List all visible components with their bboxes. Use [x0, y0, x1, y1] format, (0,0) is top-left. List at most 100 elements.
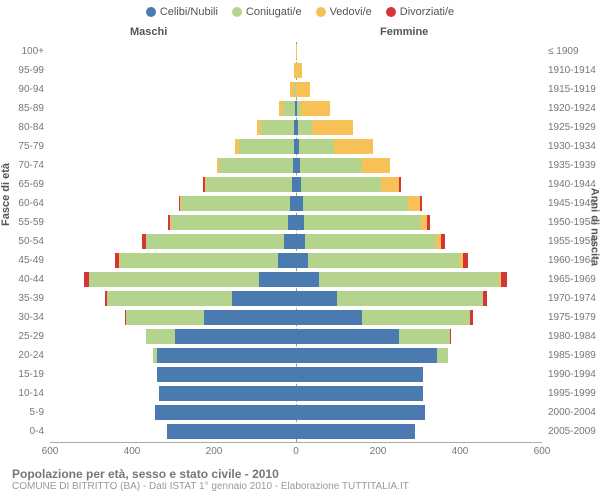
age-label: 80-84: [4, 122, 44, 133]
age-row: 0-42005-2009: [50, 422, 542, 441]
birth-year-label: 1995-1999: [548, 388, 600, 399]
age-label: 85-89: [4, 103, 44, 114]
bars-female: [296, 424, 542, 439]
bars-female: [296, 215, 542, 230]
age-label: 55-59: [4, 217, 44, 228]
bars-male: [50, 101, 296, 116]
age-row: 70-741935-1939: [50, 156, 542, 175]
bar-segment: [232, 291, 296, 306]
age-label: 35-39: [4, 293, 44, 304]
x-tick-label: 0: [293, 446, 299, 457]
age-label: 65-69: [4, 179, 44, 190]
age-label: 20-24: [4, 350, 44, 361]
age-row: 90-941915-1919: [50, 80, 542, 99]
bars-female: [296, 82, 542, 97]
bars-male: [50, 348, 296, 363]
bar-segment: [304, 215, 421, 230]
bar-segment: [175, 329, 296, 344]
bar-segment: [300, 158, 362, 173]
bar-segment: [296, 63, 302, 78]
bar-segment: [305, 234, 436, 249]
birth-year-label: 1970-1974: [548, 293, 600, 304]
bar-segment: [450, 329, 451, 344]
birth-year-label: 1925-1929: [548, 122, 600, 133]
age-row: 50-541955-1959: [50, 232, 542, 251]
x-tick-label: 600: [534, 446, 551, 457]
bars-female: [296, 405, 542, 420]
bar-segment: [408, 196, 420, 211]
legend-item: Coniugati/e: [232, 6, 302, 18]
bar-segment: [159, 386, 296, 401]
legend-swatch: [316, 7, 326, 17]
bars-male: [50, 367, 296, 382]
bar-segment: [399, 329, 450, 344]
age-row: 40-441965-1969: [50, 270, 542, 289]
bars-male: [50, 253, 296, 268]
bar-segment: [296, 291, 337, 306]
bars-male: [50, 177, 296, 192]
bars-male: [50, 215, 296, 230]
bar-segment: [296, 44, 297, 59]
bar-segment: [312, 120, 353, 135]
bar-segment: [362, 310, 471, 325]
bars-male: [50, 82, 296, 97]
birth-year-label: 1940-1944: [548, 179, 600, 190]
bar-segment: [362, 158, 391, 173]
bar-segment: [259, 272, 296, 287]
bars-male: [50, 424, 296, 439]
age-label: 25-29: [4, 331, 44, 342]
bar-segment: [420, 196, 422, 211]
bar-segment: [239, 139, 294, 154]
bar-segment: [284, 234, 296, 249]
bars-male: [50, 272, 296, 287]
bar-segment: [296, 348, 437, 363]
bars-male: [50, 120, 296, 135]
bars-male: [50, 310, 296, 325]
x-tick-label: 400: [124, 446, 141, 457]
legend-swatch: [146, 7, 156, 17]
bar-segment: [288, 215, 296, 230]
chart-subtitle: COMUNE DI BITRITTO (BA) - Dati ISTAT 1° …: [12, 481, 588, 492]
age-row: 45-491960-1964: [50, 251, 542, 270]
age-row: 10-141995-1999: [50, 384, 542, 403]
bar-segment: [89, 272, 259, 287]
age-label: 75-79: [4, 141, 44, 152]
bar-segment: [501, 272, 507, 287]
bar-segment: [337, 291, 483, 306]
bar-segment: [296, 329, 399, 344]
legend-swatch: [232, 7, 242, 17]
bar-segment: [296, 367, 423, 382]
legend-label: Celibi/Nubili: [160, 6, 218, 18]
bar-segment: [299, 139, 334, 154]
bars-male: [50, 44, 296, 59]
age-label: 50-54: [4, 236, 44, 247]
age-row: 55-591950-1954: [50, 213, 542, 232]
bar-segment: [157, 367, 296, 382]
bar-segment: [381, 177, 399, 192]
bars-female: [296, 272, 542, 287]
bar-segment: [296, 310, 362, 325]
bars-female: [296, 120, 542, 135]
age-row: 60-641945-1949: [50, 194, 542, 213]
x-axis-line: [50, 442, 542, 443]
x-tick-label: 600: [42, 446, 59, 457]
age-label: 45-49: [4, 255, 44, 266]
bar-segment: [107, 291, 232, 306]
bars-female: [296, 44, 542, 59]
bar-segment: [120, 253, 278, 268]
bars-male: [50, 63, 296, 78]
birth-year-label: 1910-1914: [548, 65, 600, 76]
bars-female: [296, 329, 542, 344]
bar-segment: [427, 215, 429, 230]
chart-plot-area: 100+≤ 190995-991910-191490-941915-191985…: [50, 42, 542, 442]
birth-year-label: 1955-1959: [548, 236, 600, 247]
col-header-female: Femmine: [380, 26, 428, 38]
legend-item: Vedovi/e: [316, 6, 372, 18]
age-row: 25-291980-1984: [50, 327, 542, 346]
bar-segment: [181, 196, 290, 211]
birth-year-label: 1965-1969: [548, 274, 600, 285]
age-label: 100+: [4, 46, 44, 57]
birth-year-label: ≤ 1909: [548, 46, 600, 57]
bar-segment: [146, 329, 175, 344]
bars-female: [296, 310, 542, 325]
